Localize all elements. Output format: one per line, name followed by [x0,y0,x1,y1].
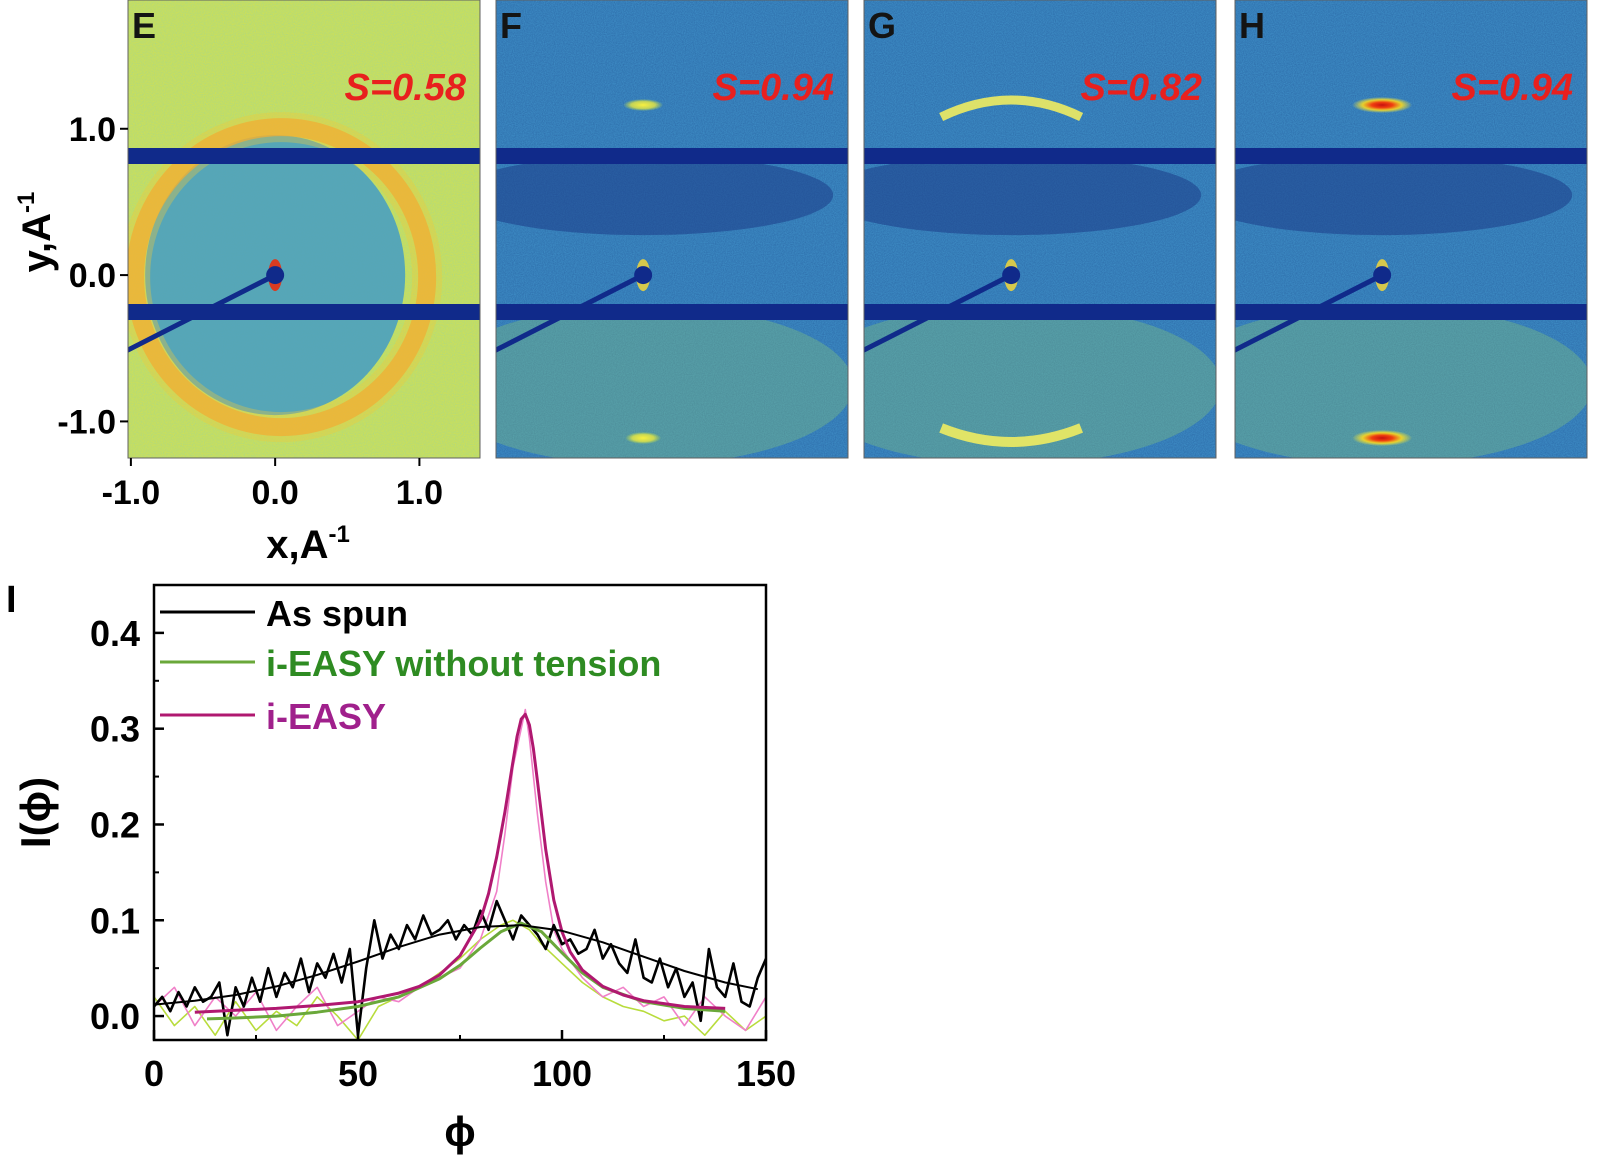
reflection-top [623,99,664,111]
dark-region [864,155,1202,236]
intensity-chart: I 0.0 0.1 0.2 0.3 0.4 0 50 100 150 ϕ I(ϕ) As spun i-E… [6,579,796,1155]
y-tick-label: -1.0 [57,403,116,441]
light-region [496,305,848,458]
y-tick-label: 0.0 [69,257,116,295]
image-border [1234,0,1588,459]
panel-letter: G [868,5,896,46]
image-border [127,0,481,459]
x-tick-label: 1.0 [396,474,443,512]
panel-letter: I [6,579,17,621]
panel-letter: E [132,5,156,46]
y-axis-label-sup: -1 [13,192,40,213]
x-tick-label: 0 [144,1053,164,1094]
image-border [863,0,1217,459]
panel-letter: H [1239,5,1265,46]
detector-gap-lower [128,304,480,320]
scattering-ring-glow [128,112,443,443]
x-axis-label: ϕ [444,1108,475,1155]
reflection-bottom [625,432,662,444]
y-tick-label: 0.0 [90,996,140,1037]
diffraction-images: E S=0.58 F S=0.94 G S=0.82 H S=0.94 [127,0,1588,459]
legend-label: As spun [266,593,408,634]
x-axis-label-sup: -1 [328,521,349,548]
reflection-top [1352,97,1413,113]
reflection-top [939,95,1084,122]
image-border [495,0,849,459]
series-without-tension-raw [154,919,766,1040]
light-region [864,305,1216,458]
detector-gap-upper [128,148,480,164]
series-as-spun-fit [154,924,759,1006]
image-panel-g: G S=0.82 [863,0,1217,459]
y-axis-label-text: y,A [15,213,59,272]
order-parameter: S=0.58 [345,67,467,109]
panel-letter: F [500,5,522,46]
beamstop [1373,266,1392,285]
image-panel-f: F S=0.94 [495,0,849,459]
y-tick-label: 0.2 [90,804,140,845]
legend-label: i-EASY [266,696,386,737]
image-axes: 1.00.0-1.0-1.0 0.0 1.0y,A-1x,A-1 [13,111,443,567]
order-parameter: S=0.94 [1452,67,1574,109]
x-tick-label: 0.0 [252,474,299,512]
image-panel-e: E S=0.58 [127,0,481,459]
detector-gap-lower [864,304,1216,320]
scattering-ring [128,118,437,437]
light-region [1235,305,1587,458]
beamstop [1002,266,1021,285]
y-axis-label: I(ϕ) [12,777,59,848]
x-tick-label: -1.0 [102,474,161,512]
beamstop [634,266,653,285]
detector-gap-upper [496,148,848,164]
y-tick-label: 0.3 [90,709,140,750]
x-tick-label: 50 [338,1053,378,1094]
x-tick-label: 150 [736,1053,796,1094]
x-axis-label: x,A-1 [266,521,350,567]
dark-region [496,155,834,236]
plot-area [154,708,766,1040]
x-tick-label: 100 [532,1053,592,1094]
dark-region [1235,155,1573,236]
y-axis-label: y,A-1 [13,192,59,273]
image-panel-h: H S=0.94 [1234,0,1588,459]
reflection-bottom [1352,430,1413,446]
legend-label: i-EASY without tension [266,643,661,684]
y-tick-label: 1.0 [69,111,116,149]
y-tick-label: 0.4 [90,613,140,654]
legend: As spun i-EASY without tension i-EASY [160,593,661,737]
beamstop [266,266,285,285]
detector-gap-lower [1235,304,1587,320]
y-tick-label: 0.1 [90,900,140,941]
reflection-bottom [939,423,1084,447]
x-axis-label-text: x,A [266,523,328,567]
detector-gap-lower [496,304,848,320]
series-i-easy-fit [194,712,726,1014]
order-parameter: S=0.82 [1081,67,1203,109]
detector-gap-upper [864,148,1216,164]
order-parameter: S=0.94 [713,67,835,109]
series-i-easy-raw [154,708,766,1032]
detector-gap-upper [1235,148,1587,164]
